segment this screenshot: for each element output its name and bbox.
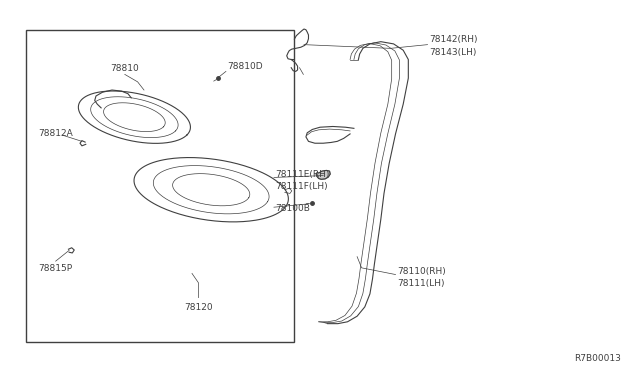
Text: 78142(RH): 78142(RH) xyxy=(429,35,477,44)
Text: 78810D: 78810D xyxy=(227,62,263,71)
Text: 78100B: 78100B xyxy=(275,204,310,213)
Text: 78815P: 78815P xyxy=(38,264,72,273)
Bar xyxy=(26,30,294,342)
Text: 78143(LH): 78143(LH) xyxy=(429,48,476,57)
Polygon shape xyxy=(316,170,330,179)
Text: 78111F(LH): 78111F(LH) xyxy=(275,182,328,190)
Text: 78111(LH): 78111(LH) xyxy=(397,279,444,288)
Text: 78120: 78120 xyxy=(184,303,212,312)
Text: R7B00013: R7B00013 xyxy=(574,354,621,363)
Text: 78110(RH): 78110(RH) xyxy=(397,267,445,276)
Text: 78812A: 78812A xyxy=(38,129,73,138)
Text: 78810: 78810 xyxy=(111,64,139,73)
Text: 78111E(RH): 78111E(RH) xyxy=(275,170,330,179)
